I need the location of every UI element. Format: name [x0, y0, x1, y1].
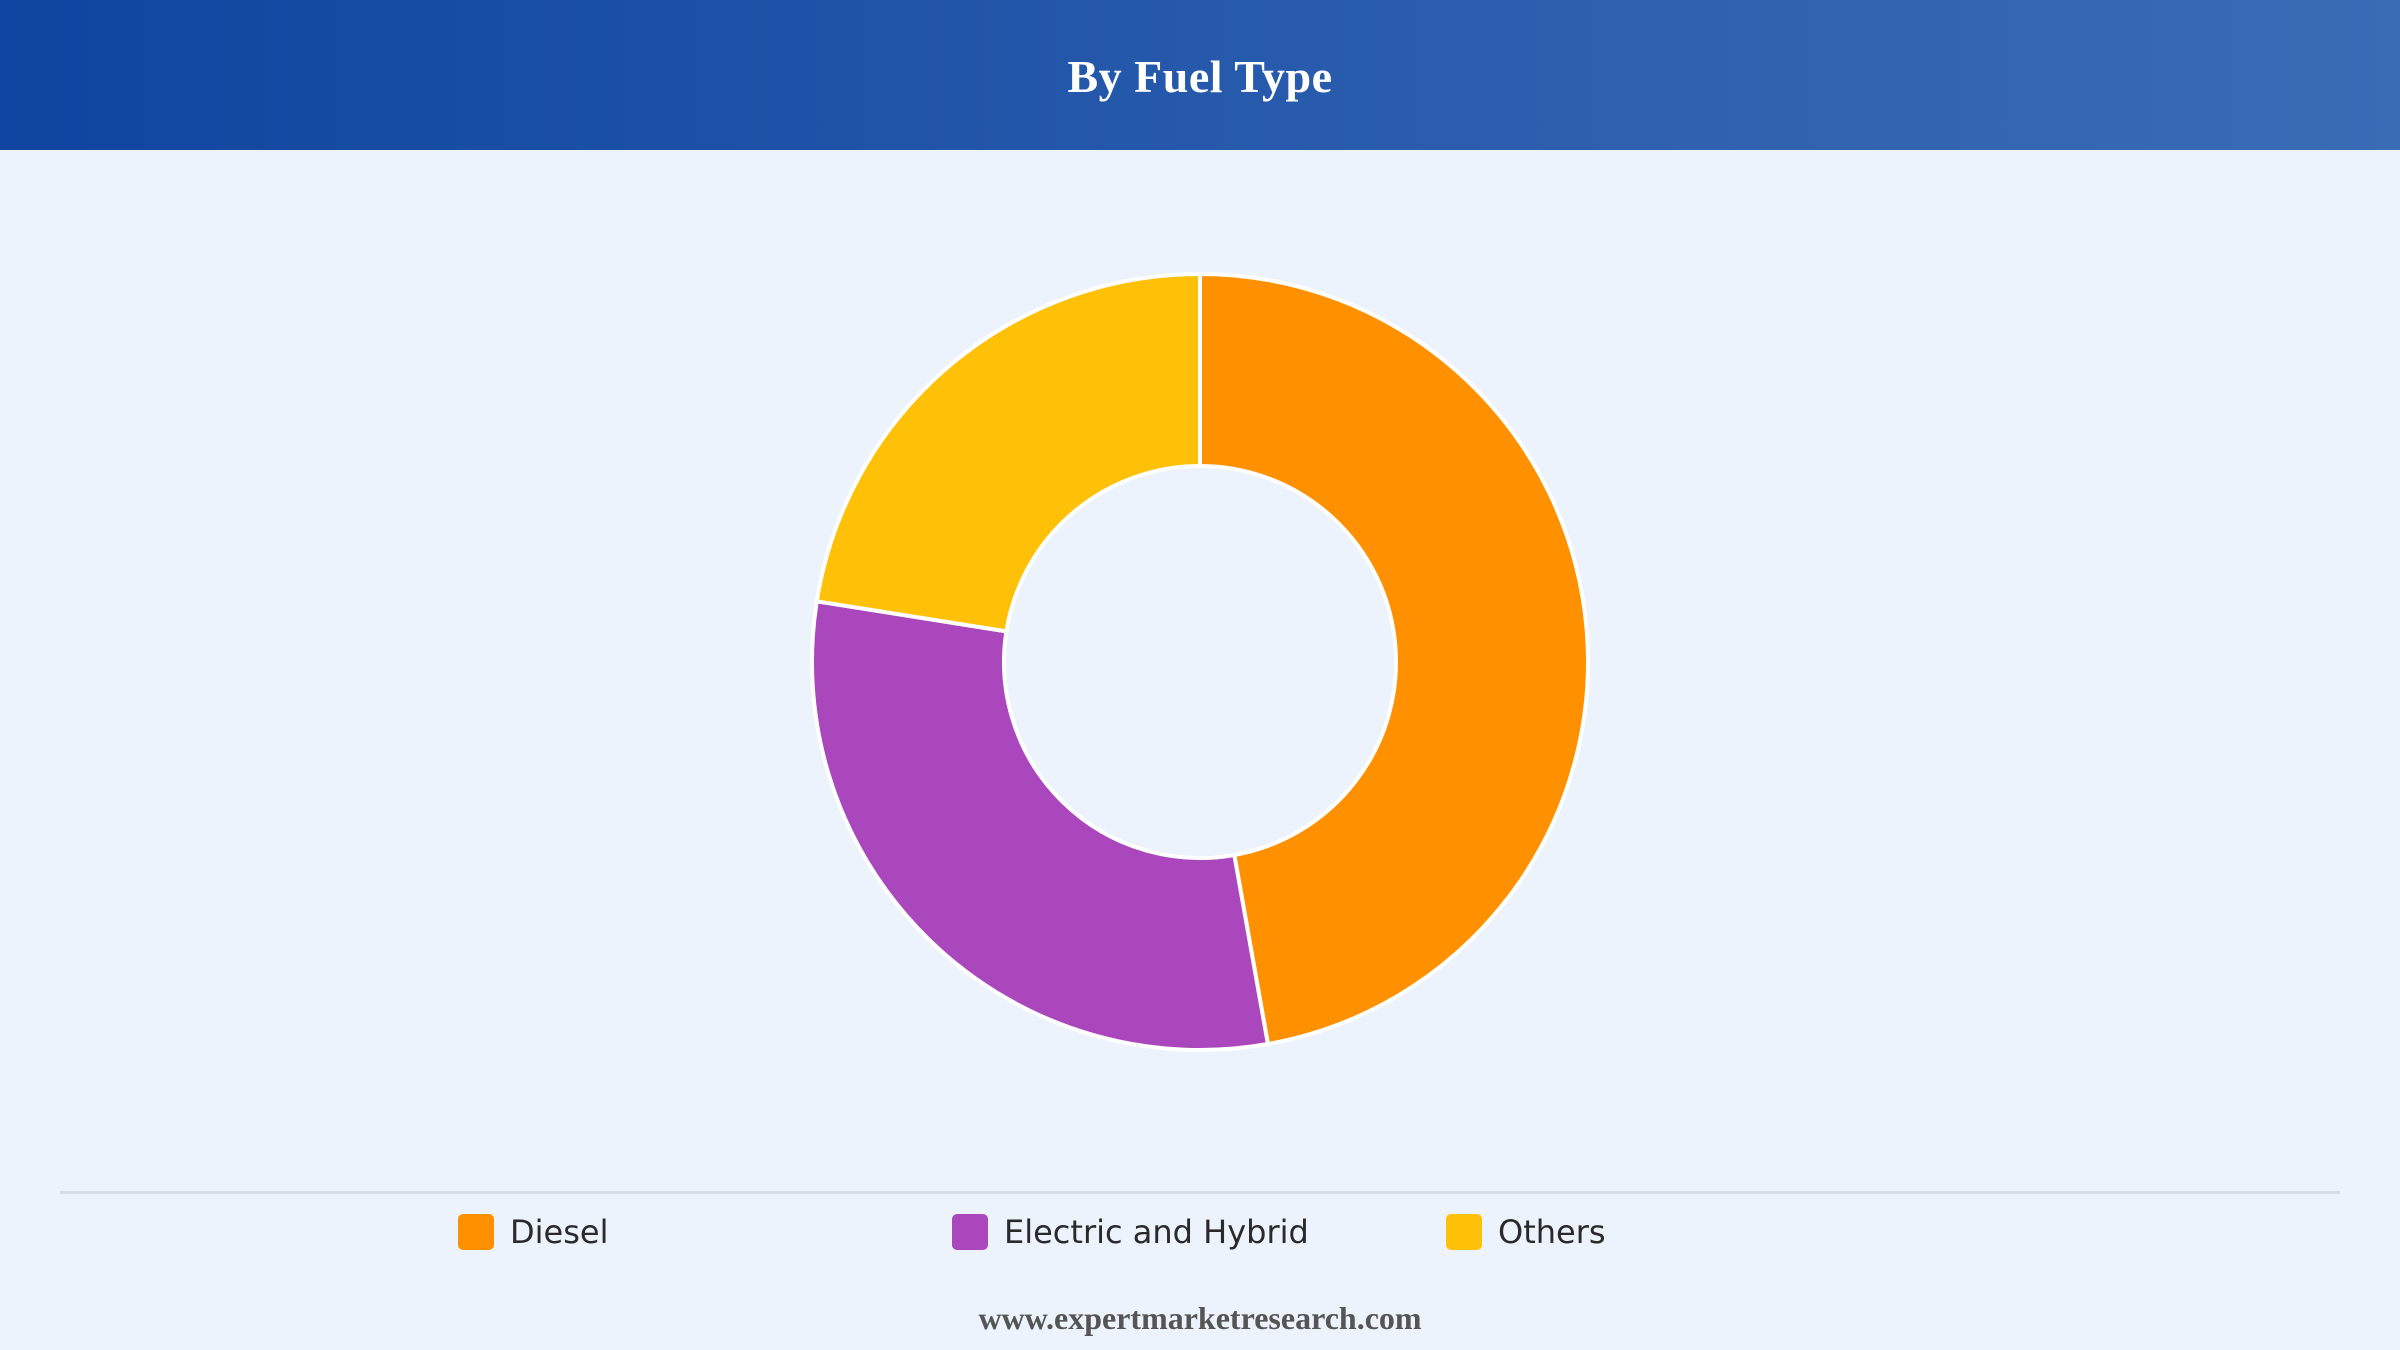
donut-slice-diesel[interactable]: [1198, 272, 1590, 1047]
donut-slice-others[interactable]: [814, 272, 1202, 634]
legend-item-others[interactable]: Others: [1446, 1208, 1606, 1256]
donut-chart: [810, 272, 1590, 1052]
source-url: www.expertmarketresearch.com: [978, 1300, 1422, 1336]
legend-swatch-electric-and-hybrid: [952, 1214, 988, 1250]
legend: Diesel Electric and Hybrid Others: [0, 1208, 2400, 1256]
legend-item-electric-and-hybrid[interactable]: Electric and Hybrid: [952, 1208, 1309, 1256]
legend-swatch-others: [1446, 1214, 1482, 1250]
legend-item-diesel[interactable]: Diesel: [458, 1208, 608, 1256]
legend-label-diesel: Diesel: [510, 1213, 609, 1251]
chart-title: By Fuel Type: [1067, 50, 1333, 102]
legend-swatch-diesel: [458, 1214, 494, 1250]
legend-label-electric-and-hybrid: Electric and Hybrid: [1004, 1213, 1309, 1251]
legend-divider: [60, 1191, 2340, 1194]
title-banner: By Fuel Type: [0, 0, 2400, 150]
donut-slice-electric-and-hybrid[interactable]: [810, 599, 1270, 1052]
donut-slices: [810, 272, 1590, 1052]
legend-label-others: Others: [1498, 1213, 1606, 1251]
